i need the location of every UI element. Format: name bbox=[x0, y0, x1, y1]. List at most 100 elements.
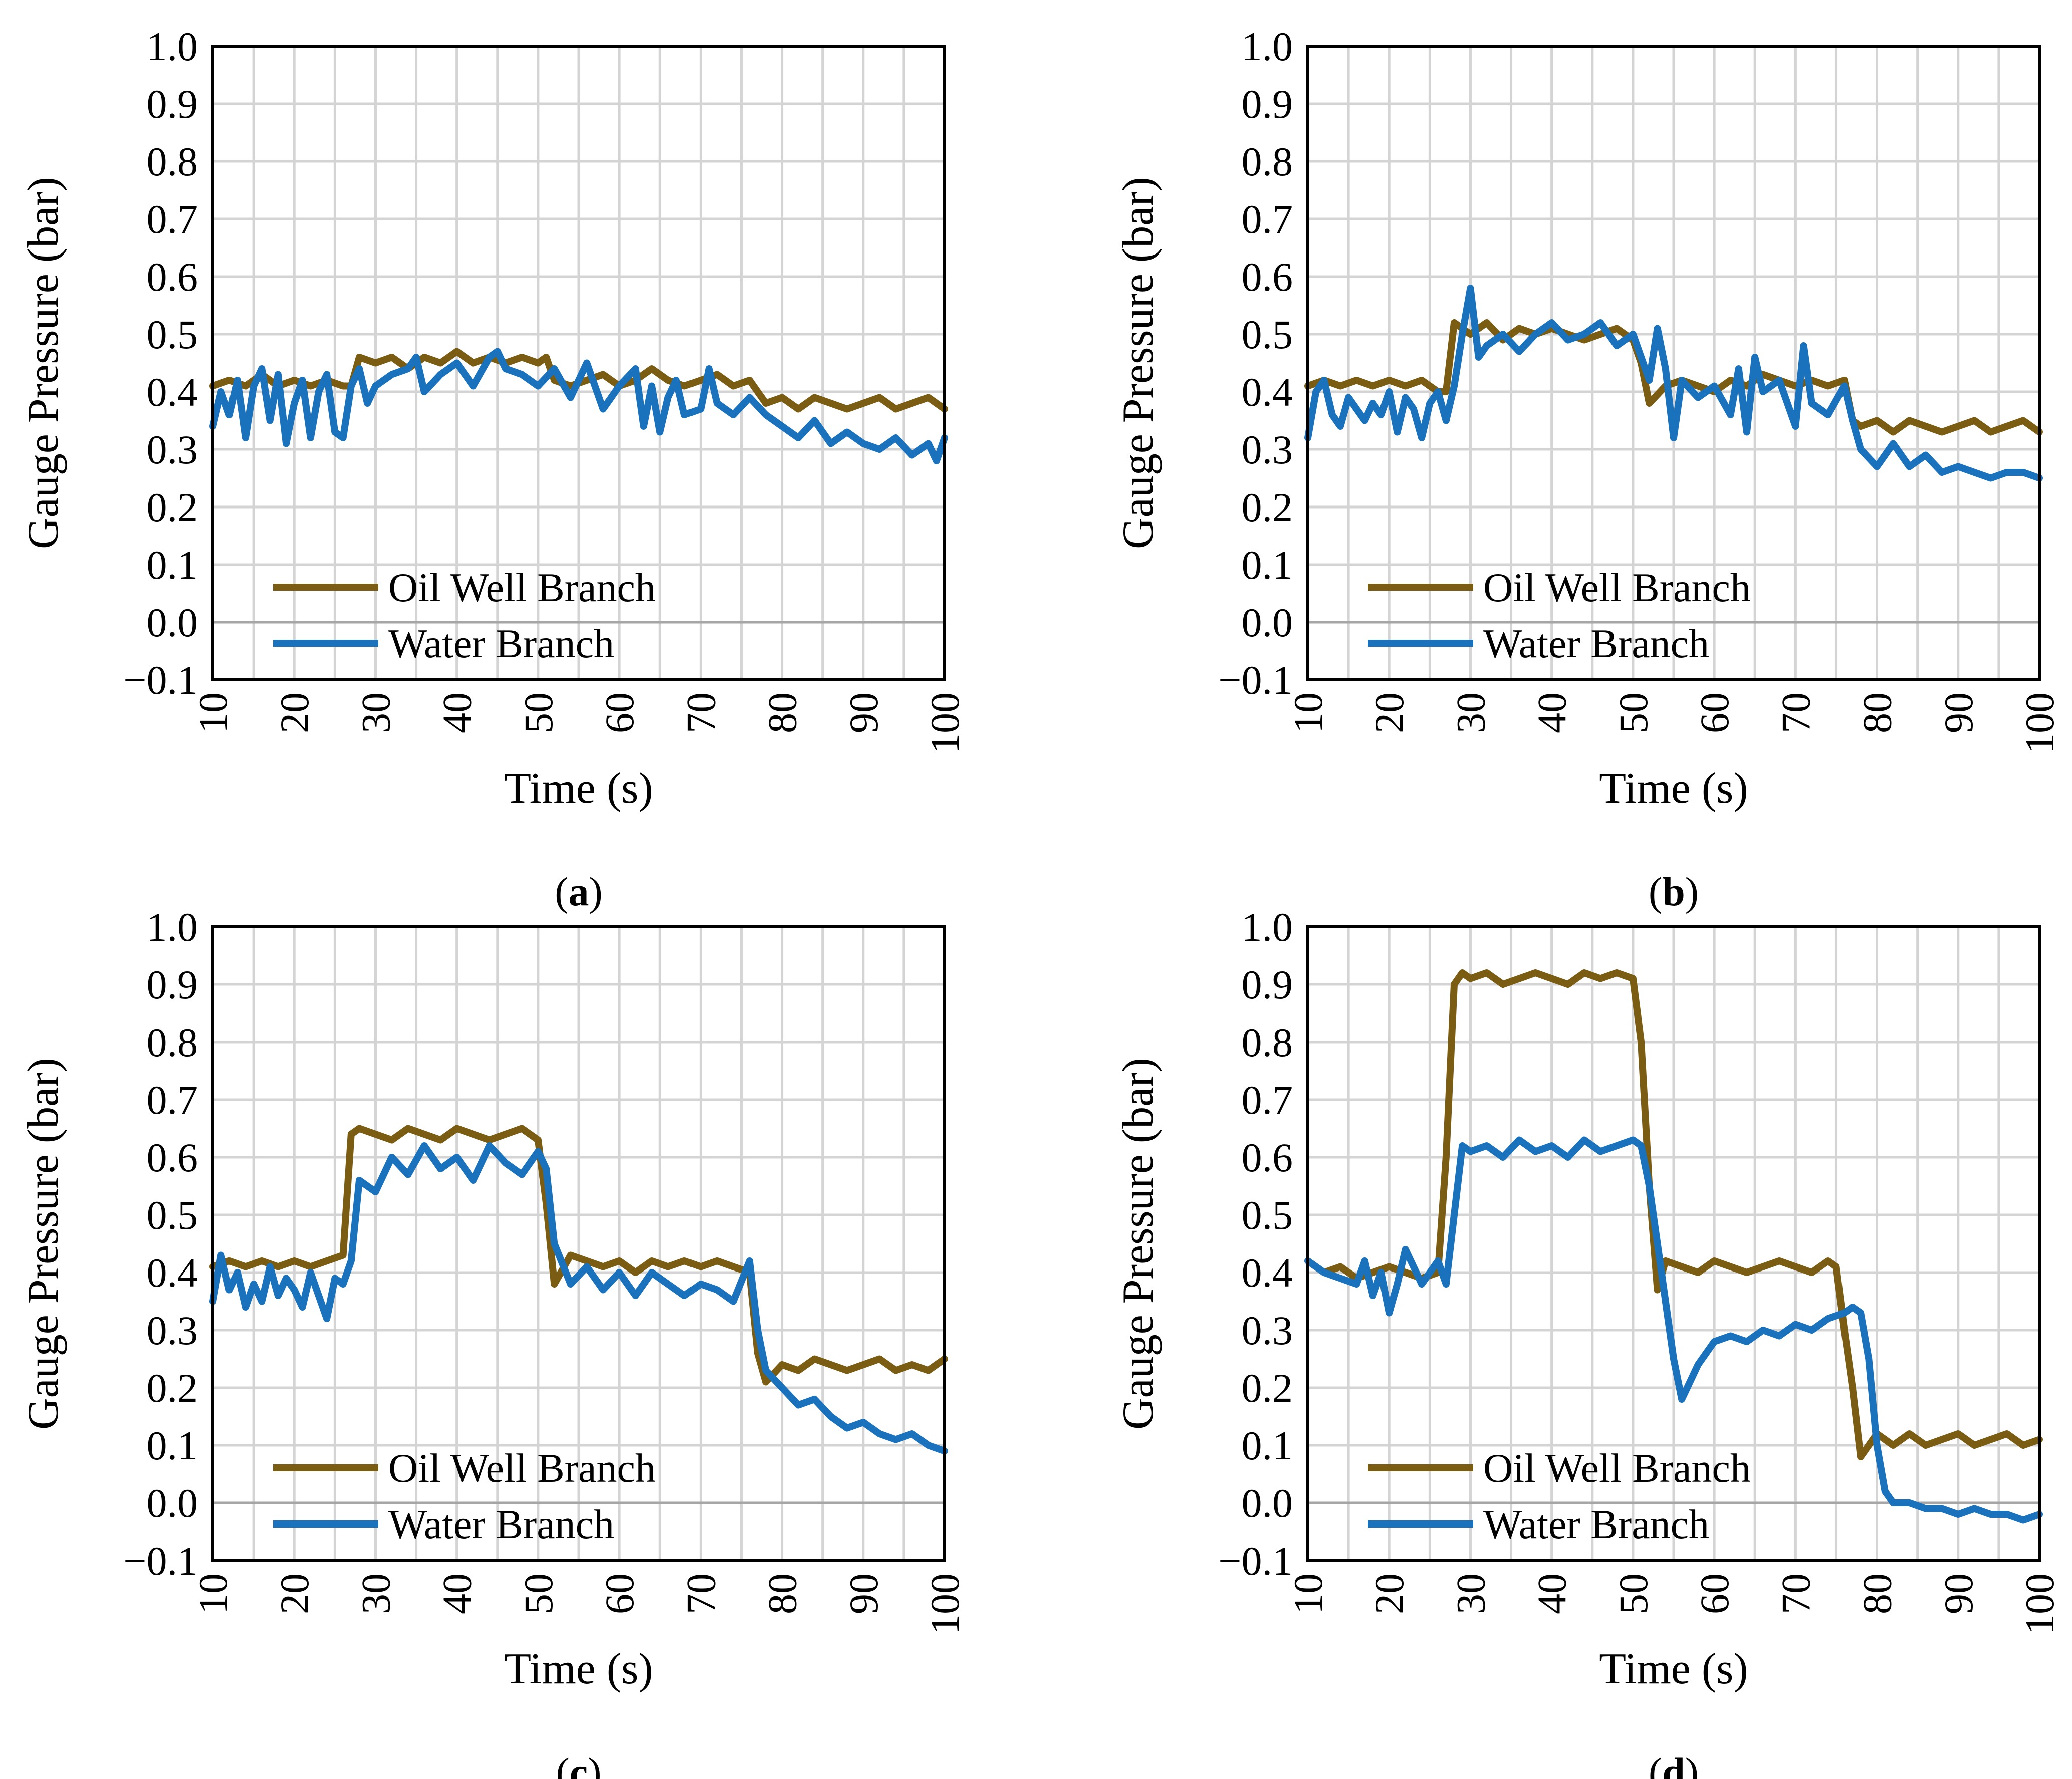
y-tick-label: 0.0 bbox=[1242, 1480, 1293, 1526]
x-axis-title: Time (s) bbox=[504, 1645, 653, 1693]
panel-label: (b) bbox=[1649, 869, 1699, 914]
y-tick-label: 0.1 bbox=[1242, 542, 1293, 588]
series-line-water-branch bbox=[1304, 1136, 2043, 1524]
y-tick-label: 0.4 bbox=[147, 1250, 198, 1296]
x-tick-label: 10 bbox=[190, 692, 236, 733]
y-tick-label: 0.8 bbox=[1242, 139, 1293, 184]
y-tick-label: 0.5 bbox=[147, 1192, 198, 1238]
x-tick-label: 30 bbox=[1448, 692, 1493, 733]
legend-label: Oil Well Branch bbox=[388, 565, 656, 610]
y-tick-label: 0.3 bbox=[147, 1308, 198, 1353]
plot-frame bbox=[1306, 925, 2041, 1562]
x-tick-label: 40 bbox=[434, 1573, 480, 1614]
x-tick-label: 60 bbox=[597, 1573, 642, 1614]
y-axis-title: Gauge Pressure (bar) bbox=[1114, 1058, 1163, 1430]
x-tick-label: 20 bbox=[1366, 692, 1412, 733]
y-tick-label: 0.5 bbox=[147, 312, 198, 357]
chart-panel-d: 1.0 0.9 0.8 0.7 0.6 0.5 0.4 0.3 0.2 0.1 0.0 −0.110 2… bbox=[1114, 904, 2062, 1779]
x-tick-label: 70 bbox=[1773, 1573, 1818, 1614]
x-tick-label: 70 bbox=[678, 692, 724, 733]
y-tick-label: 0.9 bbox=[1242, 81, 1293, 127]
x-tick-label: 80 bbox=[1855, 692, 1900, 733]
y-tick-label: 0.3 bbox=[1242, 427, 1293, 472]
legend-label: Oil Well Branch bbox=[388, 1445, 656, 1491]
x-tick-label: 80 bbox=[1855, 1573, 1900, 1614]
x-tick-label: 90 bbox=[1936, 1573, 1981, 1614]
x-tick-label: 70 bbox=[678, 1573, 724, 1614]
x-tick-label: 10 bbox=[1285, 1573, 1331, 1614]
y-tick-label: 0.3 bbox=[147, 427, 198, 472]
x-tick-label: 50 bbox=[1610, 692, 1656, 733]
x-tick-label: 20 bbox=[272, 1573, 317, 1614]
y-tick-label: 1.0 bbox=[1242, 904, 1293, 950]
x-tick-label: 20 bbox=[1366, 1573, 1412, 1614]
legend-label: Oil Well Branch bbox=[1483, 1445, 1751, 1491]
x-tick-label: 20 bbox=[272, 692, 317, 733]
y-tick-label: 0.0 bbox=[147, 1480, 198, 1526]
y-tick-label: 0.8 bbox=[147, 139, 198, 184]
y-tick-label: 0.6 bbox=[147, 254, 198, 300]
y-tick-label: 0.5 bbox=[1242, 1192, 1293, 1238]
x-tick-label: 100 bbox=[922, 692, 968, 754]
y-tick-label: 0.2 bbox=[1242, 484, 1293, 530]
y-tick-label: 0.6 bbox=[1242, 1135, 1293, 1180]
y-tick-label: −0.1 bbox=[123, 1538, 198, 1584]
x-tick-label: 60 bbox=[597, 692, 642, 733]
legend-label: Oil Well Branch bbox=[1483, 565, 1751, 610]
x-tick-label: 80 bbox=[760, 692, 805, 733]
legend-label: Water Branch bbox=[1483, 621, 1709, 666]
x-tick-label: 80 bbox=[760, 1573, 805, 1614]
y-tick-label: 1.0 bbox=[1242, 24, 1293, 69]
x-tick-label: 50 bbox=[516, 1573, 561, 1614]
x-tick-label: 100 bbox=[922, 1573, 968, 1635]
y-tick-label: 0.7 bbox=[1242, 196, 1293, 242]
y-tick-label: −0.1 bbox=[1218, 657, 1293, 703]
series-line-water-branch bbox=[209, 348, 948, 464]
y-tick-label: 0.0 bbox=[147, 600, 198, 645]
legend-label: Water Branch bbox=[1483, 1501, 1709, 1547]
panel-label: (c) bbox=[556, 1749, 601, 1779]
plot-frame bbox=[211, 925, 946, 1562]
y-tick-label: 0.7 bbox=[147, 196, 198, 242]
x-tick-label: 40 bbox=[434, 692, 480, 733]
chart-panel-b: 1.0 0.9 0.8 0.7 0.6 0.5 0.4 0.3 0.2 0.1 0.0 −0.110 2… bbox=[1114, 24, 2062, 914]
y-tick-label: −0.1 bbox=[123, 657, 198, 703]
x-tick-label: 60 bbox=[1692, 692, 1737, 733]
legend-label: Water Branch bbox=[388, 1501, 614, 1547]
series-line-oil-well-branch bbox=[209, 1125, 948, 1386]
x-tick-label: 100 bbox=[2017, 1573, 2062, 1635]
y-tick-label: 0.2 bbox=[147, 484, 198, 530]
x-tick-label: 90 bbox=[841, 692, 886, 733]
x-tick-label: 40 bbox=[1529, 692, 1575, 733]
y-axis-title: Gauge Pressure (bar) bbox=[19, 177, 68, 549]
y-tick-label: 0.3 bbox=[1242, 1308, 1293, 1353]
plot-frame bbox=[1306, 45, 2041, 681]
y-tick-label: 0.2 bbox=[147, 1365, 198, 1411]
y-tick-label: 0.7 bbox=[1242, 1077, 1293, 1123]
y-tick-label: −0.1 bbox=[1218, 1538, 1293, 1584]
legend-label: Water Branch bbox=[388, 621, 614, 666]
x-tick-label: 60 bbox=[1692, 1573, 1737, 1614]
y-tick-label: 0.2 bbox=[1242, 1365, 1293, 1411]
chart-panel-c: 1.0 0.9 0.8 0.7 0.6 0.5 0.4 0.3 0.2 0.1 0.0 −0.110 2… bbox=[19, 904, 968, 1779]
x-tick-label: 30 bbox=[1448, 1573, 1493, 1614]
panel-label: (a) bbox=[555, 869, 603, 914]
y-tick-label: 0.8 bbox=[1242, 1020, 1293, 1065]
x-tick-label: 40 bbox=[1529, 1573, 1575, 1614]
x-axis-title: Time (s) bbox=[1599, 1645, 1748, 1693]
y-tick-label: 1.0 bbox=[147, 904, 198, 950]
y-tick-label: 0.7 bbox=[147, 1077, 198, 1123]
y-axis-title: Gauge Pressure (bar) bbox=[19, 1058, 68, 1430]
plot-frame bbox=[211, 45, 946, 681]
y-tick-label: 0.6 bbox=[147, 1135, 198, 1180]
y-tick-label: 0.6 bbox=[1242, 254, 1293, 300]
chart-panel-a: 1.0 0.9 0.8 0.7 0.6 0.5 0.4 0.3 0.2 0.1 0.0 −0.110 2… bbox=[19, 24, 968, 914]
series-line-water-branch bbox=[1304, 285, 2043, 482]
x-tick-label: 90 bbox=[1936, 692, 1981, 733]
y-tick-label: 0.1 bbox=[147, 1423, 198, 1468]
y-tick-label: 0.4 bbox=[1242, 1250, 1293, 1296]
y-tick-label: 0.1 bbox=[147, 542, 198, 588]
x-tick-label: 50 bbox=[516, 692, 561, 733]
y-tick-label: 1.0 bbox=[147, 24, 198, 69]
